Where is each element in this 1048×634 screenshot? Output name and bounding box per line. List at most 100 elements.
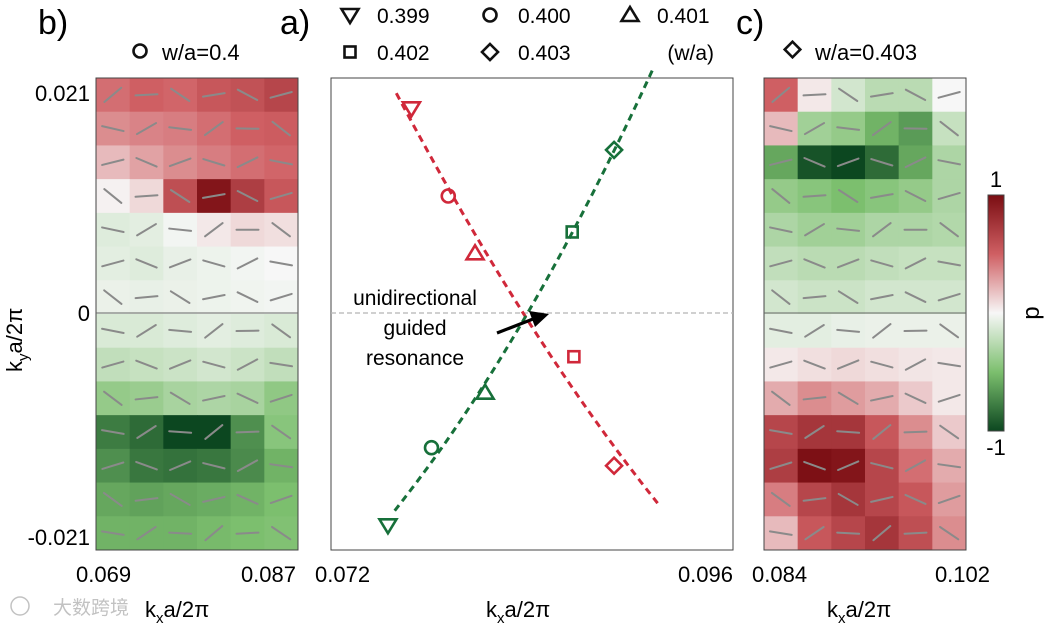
polarization-tick — [804, 324, 825, 338]
polarization-tick — [102, 491, 123, 507]
panel-c-legend: w/a=0.403 — [782, 39, 917, 65]
annotation-line-1: unidirectional — [353, 287, 477, 310]
panel-b-xtick-right: 0.087 — [241, 562, 296, 587]
polarization-tick — [202, 395, 226, 402]
panel-a-xlabel: kxa/2π — [486, 597, 550, 627]
polarization-tick — [134, 93, 159, 97]
watermark-text: 大数跨境 — [53, 597, 129, 619]
polarization-tick — [904, 156, 927, 169]
polarization-tick — [269, 91, 293, 99]
polarization-tick — [937, 393, 961, 403]
annotation-arrow-shaft — [496, 317, 534, 335]
polarization-tick — [937, 361, 962, 368]
polarization-tick — [271, 323, 292, 339]
polarization-tick — [271, 525, 292, 541]
polarization-tick — [769, 461, 793, 470]
panel-c-frame — [763, 77, 967, 551]
polarization-tick — [836, 258, 860, 269]
polarization-tick — [837, 460, 860, 472]
polarization-tick — [872, 424, 892, 440]
polarization-tick — [101, 226, 125, 233]
polarization-tick — [872, 222, 892, 238]
polarization-tick — [837, 189, 859, 203]
panel-c-xlabel-rest: a/2π — [846, 597, 892, 622]
polarization-tick — [804, 525, 825, 541]
panel-a-legend-label-0403: 0.403 — [518, 42, 571, 65]
curve-green — [393, 69, 654, 512]
polarization-tick — [904, 392, 927, 404]
polarization-tick — [803, 258, 826, 269]
polarization-tick — [769, 158, 793, 166]
polarization-tick — [135, 258, 158, 269]
panel-b-label: b) — [38, 4, 68, 42]
panel-a-xlabel-rest: a/2π — [505, 597, 551, 622]
colorbar: 1 -1 d — [986, 167, 1047, 460]
polarization-tick — [100, 530, 125, 536]
polarization-tick — [236, 190, 259, 202]
polarization-tick — [836, 359, 860, 370]
polarization-tick — [904, 358, 927, 371]
polarization-tick — [802, 93, 827, 97]
panel-c-xlabel: kxa/2π — [827, 597, 891, 627]
panel-b-ytick-zero: 0 — [78, 301, 90, 326]
panel-b-ylabel-sub: y — [15, 353, 32, 361]
polarization-tick — [136, 223, 157, 237]
polarization-tick — [871, 121, 892, 137]
polarization-tick — [904, 459, 927, 473]
polarization-tick — [203, 121, 224, 137]
polarization-tick — [770, 491, 791, 507]
polarization-tick — [202, 462, 226, 470]
polarization-tick — [903, 430, 928, 434]
panel-b-xlabel-sub: x — [156, 610, 164, 627]
panel-b-xtick-left: 0.069 — [76, 562, 131, 587]
point-green-triangle-up — [474, 382, 496, 400]
polarization-tick — [236, 291, 259, 303]
polarization-tick — [939, 120, 959, 137]
polarization-tick — [169, 189, 191, 203]
polarization-tick — [937, 260, 961, 267]
panel-a-legend-label-0401: 0.401 — [657, 5, 710, 28]
panel-b-ylabel-rest: a/2π — [2, 308, 27, 354]
watermark-logo-icon — [10, 596, 30, 616]
polarization-tick — [802, 295, 827, 300]
polarization-tick — [837, 391, 859, 405]
polarization-tick — [872, 323, 892, 339]
polarization-tick — [236, 156, 259, 169]
polarization-tick — [802, 497, 827, 502]
polarization-tick — [169, 290, 191, 304]
polarization-tick — [204, 424, 224, 440]
polarization-tick — [136, 525, 157, 541]
polarization-tick — [101, 461, 125, 470]
polarization-tick — [771, 289, 791, 305]
polarization-tick — [870, 360, 894, 369]
polarization-tick — [236, 358, 259, 371]
polarization-tick — [202, 193, 226, 199]
colorbar-label: d — [1020, 306, 1047, 319]
polarization-tick — [937, 91, 961, 99]
colorbar-gradient — [987, 194, 1005, 432]
legend-marker-circle — [482, 7, 498, 23]
polarization-tick — [269, 292, 293, 302]
polarization-tick — [836, 328, 861, 333]
polarization-tick — [236, 493, 259, 505]
polarization-tick — [236, 392, 259, 404]
polarization-tick — [168, 430, 193, 434]
polarization-tick — [135, 359, 158, 370]
polarization-tick — [870, 495, 894, 503]
polarization-tick — [937, 292, 961, 302]
polarization-tick — [169, 391, 191, 405]
polarization-tick — [904, 190, 927, 202]
polarization-tick — [836, 227, 861, 232]
polarization-tick — [101, 259, 125, 268]
panel-b-xlabel: kxa/2π — [145, 597, 209, 627]
polarization-tick — [269, 159, 293, 166]
polarization-tick — [836, 531, 861, 535]
polarization-tick — [870, 462, 894, 470]
polarization-tick — [201, 92, 226, 98]
panel-a-legend-label-0400: 0.400 — [518, 5, 571, 28]
polarization-tick — [269, 393, 293, 403]
polarization-tick — [904, 257, 927, 270]
panel-b-heatmap — [96, 78, 299, 551]
panel-c-heatmap — [764, 78, 967, 551]
polarization-tick — [870, 193, 894, 199]
